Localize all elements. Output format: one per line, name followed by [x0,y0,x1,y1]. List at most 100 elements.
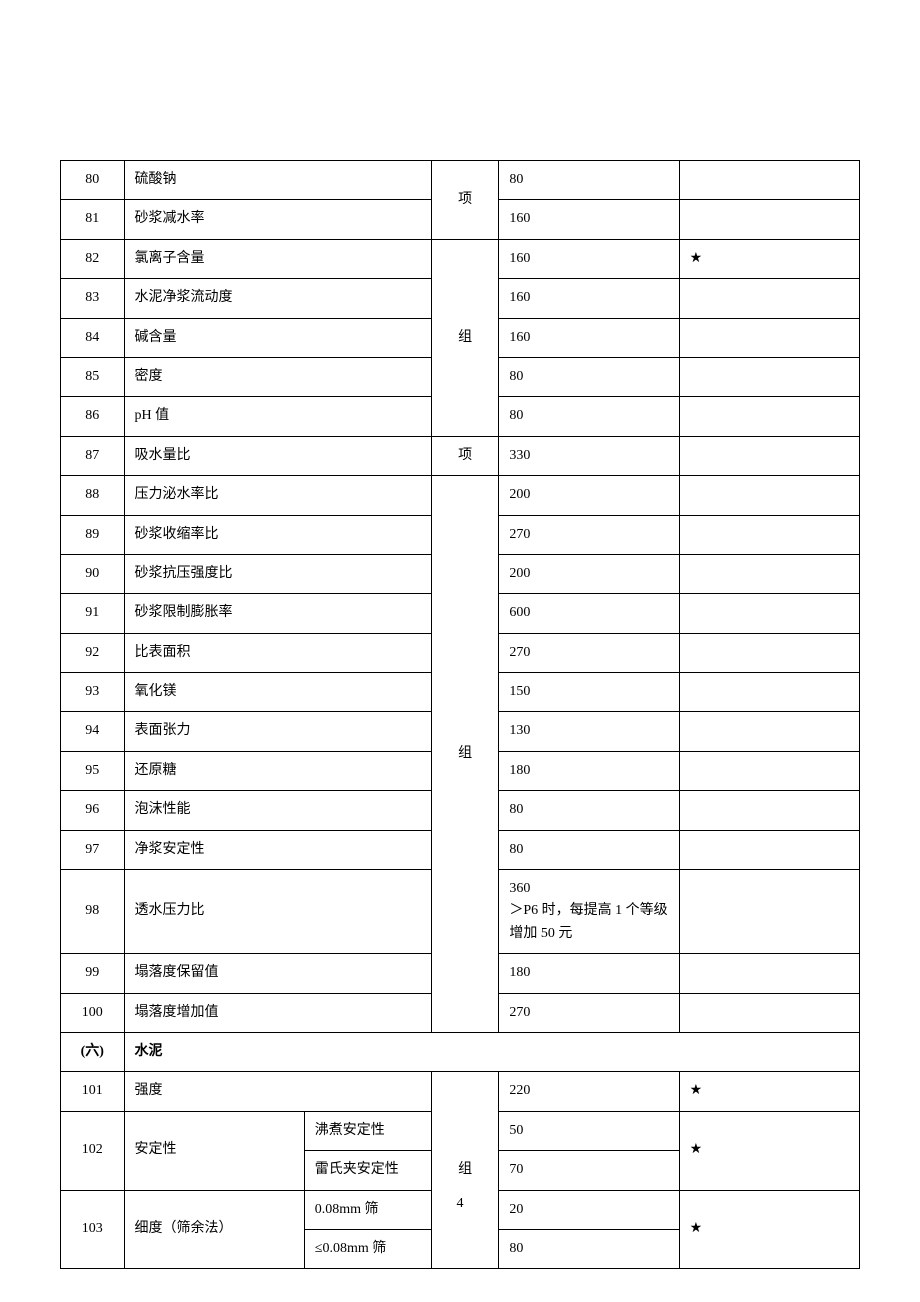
row-star [679,830,859,869]
row-num: 85 [61,357,125,396]
table-row: 101 强度 组 220 ★ [61,1072,860,1111]
row-star [679,791,859,830]
row-val: 160 [499,318,679,357]
row-name: pH 值 [124,397,431,436]
row-star [679,673,859,712]
pricing-table: 80 硫酸钠 项 80 81 砂浆减水率 160 82 氯离子含量 组 160 … [60,160,860,1269]
row-num: 91 [61,594,125,633]
row-val: 80 [499,397,679,436]
row-val: 160 [499,279,679,318]
row-name: 砂浆限制膨胀率 [124,594,431,633]
row-name: 硫酸钠 [124,161,431,200]
row-name: 还原糖 [124,751,431,790]
row-star [679,200,859,239]
row-name: 密度 [124,357,431,396]
row-name: 透水压力比 [124,870,431,954]
row-name: 泡沫性能 [124,791,431,830]
row-val: 80 [499,1229,679,1268]
row-val: 200 [499,554,679,593]
row-star [679,712,859,751]
section-header-row: (六) 水泥 [61,1032,860,1071]
row-star [679,870,859,954]
row-val: 130 [499,712,679,751]
row-name: 砂浆减水率 [124,200,431,239]
row-num: 98 [61,870,125,954]
row-subname: 雷氏夹安定性 [304,1151,431,1190]
row-name: 氧化镁 [124,673,431,712]
table-row: 82 氯离子含量 组 160 ★ [61,239,860,278]
row-val: 180 [499,954,679,993]
row-num: 87 [61,436,125,475]
row-name: 强度 [124,1072,431,1111]
row-val: 160 [499,200,679,239]
row-val: 600 [499,594,679,633]
row-num: 80 [61,161,125,200]
row-star [679,515,859,554]
row-star [679,397,859,436]
row-name: 砂浆抗压强度比 [124,554,431,593]
row-val: 160 [499,239,679,278]
row-num: 101 [61,1072,125,1111]
row-num: 97 [61,830,125,869]
row-name: 比表面积 [124,633,431,672]
row-num: 95 [61,751,125,790]
row-name: 压力泌水率比 [124,476,431,515]
row-num: 93 [61,673,125,712]
row-star [679,279,859,318]
page: 80 硫酸钠 项 80 81 砂浆减水率 160 82 氯离子含量 组 160 … [0,0,920,1302]
row-val: 80 [499,357,679,396]
unit-cell: 项 [431,161,499,240]
row-num: 102 [61,1111,125,1190]
row-num: 81 [61,200,125,239]
table-row: 87 吸水量比 项 330 [61,436,860,475]
row-num: 84 [61,318,125,357]
row-num: 94 [61,712,125,751]
row-val: 80 [499,830,679,869]
row-num: 83 [61,279,125,318]
row-star: ★ [679,1111,859,1190]
section-title: 水泥 [124,1032,860,1071]
row-name: 氯离子含量 [124,239,431,278]
row-star [679,357,859,396]
row-val: 200 [499,476,679,515]
row-name: 碱含量 [124,318,431,357]
row-name: 砂浆收缩率比 [124,515,431,554]
row-num: 86 [61,397,125,436]
row-name: 塌落度增加值 [124,993,431,1032]
row-star [679,751,859,790]
row-val: 70 [499,1151,679,1190]
row-val: 180 [499,751,679,790]
row-val: 80 [499,161,679,200]
row-star: ★ [679,239,859,278]
row-val: 270 [499,515,679,554]
row-val: 50 [499,1111,679,1150]
row-name: 水泥净浆流动度 [124,279,431,318]
unit-cell: 组 [431,1072,499,1269]
row-val: 330 [499,436,679,475]
row-num: 89 [61,515,125,554]
row-star: ★ [679,1072,859,1111]
row-star [679,476,859,515]
row-name: 塌落度保留值 [124,954,431,993]
unit-cell: 组 [431,239,499,436]
row-val: 220 [499,1072,679,1111]
row-val: 360 ＞P6 时，每提高 1 个等级增加 50 元 [499,870,679,954]
row-val: 270 [499,633,679,672]
row-subname: 沸煮安定性 [304,1111,431,1150]
row-num: 88 [61,476,125,515]
row-name: 净浆安定性 [124,830,431,869]
table-row: 80 硫酸钠 项 80 [61,161,860,200]
row-val: 80 [499,791,679,830]
row-subname: ≤0.08mm 筛 [304,1229,431,1268]
row-star [679,594,859,633]
row-star [679,993,859,1032]
row-star [679,554,859,593]
row-num: 100 [61,993,125,1032]
row-val: 150 [499,673,679,712]
row-star [679,633,859,672]
page-number: 4 [0,1196,920,1212]
section-num: (六) [61,1032,125,1071]
row-num: 96 [61,791,125,830]
row-name: 安定性 [124,1111,304,1190]
row-val: 270 [499,993,679,1032]
